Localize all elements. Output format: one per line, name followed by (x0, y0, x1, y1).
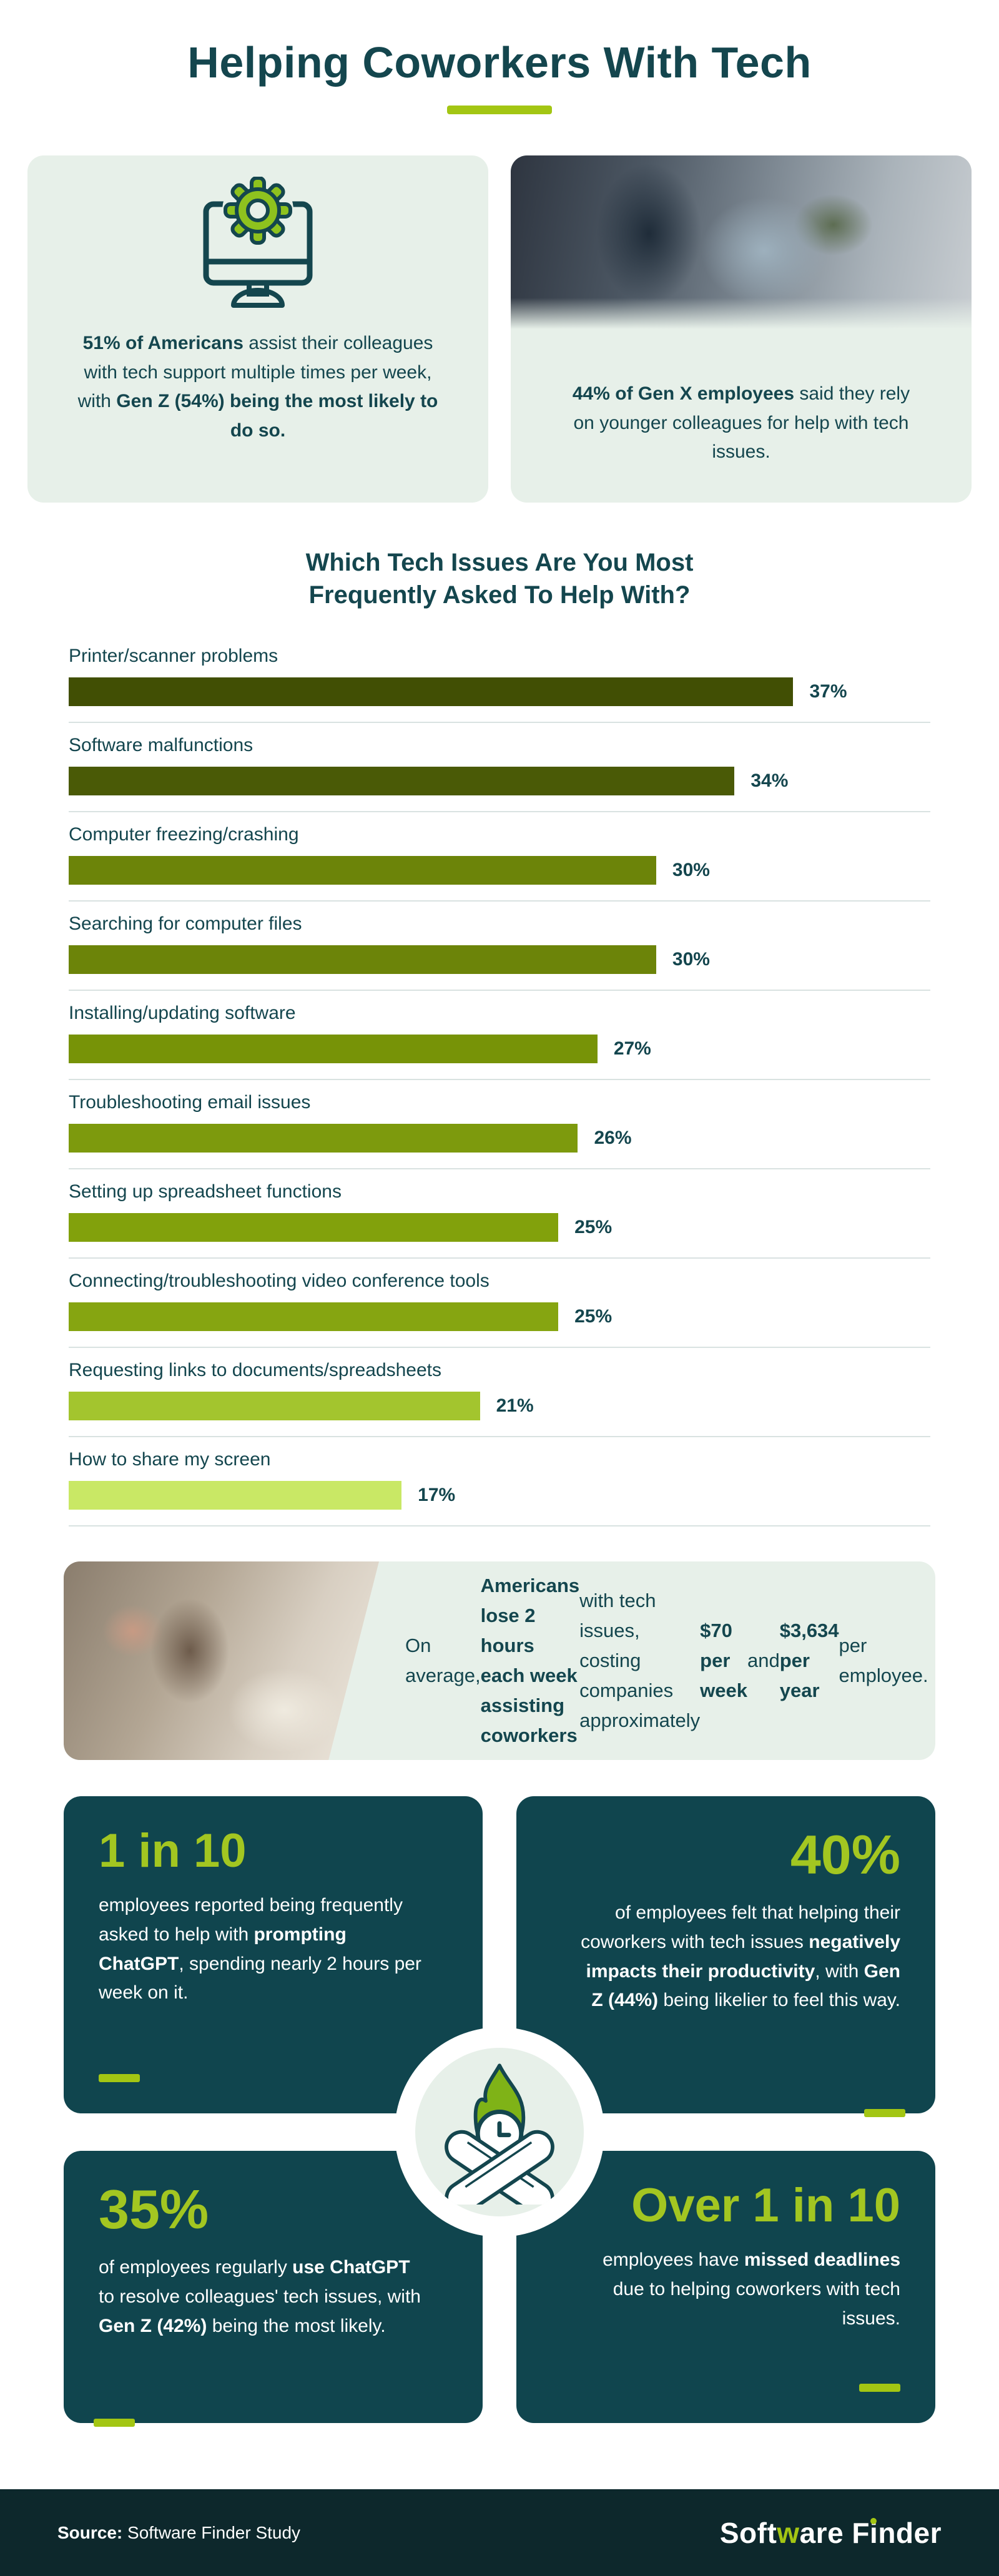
monitor-gear-icon (186, 177, 330, 314)
chart-bar (69, 767, 735, 795)
source-label: Source: (57, 2522, 123, 2542)
intro-card-tech-support: 51% of Americans assist their colleagues… (27, 155, 488, 503)
chart-bar-value: 25% (574, 1217, 613, 1237)
logo-i-dot: i (870, 2516, 878, 2549)
stat-card-40-percent: 40% of employees felt that helping their… (516, 1796, 935, 2117)
stat-text: of employees regularly use ChatGPT to re… (99, 2257, 421, 2336)
chart-bar-value: 30% (672, 949, 710, 970)
title-underline (447, 106, 552, 114)
chart-bar-value: 34% (750, 770, 789, 791)
chart-bar-value: 25% (574, 1306, 613, 1327)
intro-cards-row: 51% of Americans assist their colleagues… (27, 155, 972, 503)
stat-text: of employees felt that helping their cow… (581, 1902, 900, 2011)
stat-headline: 35% (99, 2178, 209, 2240)
intro-card-right-text: 44% of Gen X employees said they rely on… (572, 383, 910, 463)
accent-dash (99, 2074, 140, 2082)
chart-title: Which Tech Issues Are You Most Frequentl… (305, 549, 694, 609)
chart-row: Printer/scanner problems 37% (69, 634, 930, 723)
stat-headline: Over 1 in 10 (631, 2179, 900, 2232)
chart-category-label: Computer freezing/crashing (69, 824, 299, 845)
chart-bar (69, 945, 656, 974)
source-text: Source: Software Finder Study (57, 2522, 301, 2542)
chart-bar (69, 856, 656, 885)
accent-dash (94, 2419, 135, 2427)
chart-row: Setting up spreadsheet functions 25% (69, 1169, 930, 1259)
accent-dash (859, 2384, 900, 2392)
chart-bar (69, 677, 794, 706)
time-cost-callout: On average, Americans lose 2 hours each … (64, 1561, 935, 1760)
stressed-employee-photo (64, 1561, 379, 1760)
chart-bar-value: 37% (809, 681, 847, 702)
stat-card-1-in-10: 1 in 10 employees reported being frequen… (64, 1796, 483, 2113)
stat-text: employees have missed deadlines due to h… (603, 2249, 900, 2329)
footer: Source: Software Finder Study Software F… (0, 2489, 999, 2576)
chart-category-label: Printer/scanner problems (69, 646, 278, 666)
chart-bar (69, 1213, 559, 1242)
chart-category-label: Requesting links to documents/spreadshee… (69, 1360, 442, 1380)
chart-bar-value: 30% (672, 860, 710, 880)
stat-card-grid: 1 in 10 employees reported being frequen… (64, 1796, 935, 2427)
accent-dash (864, 2109, 905, 2117)
intro-card-gen-x: 44% of Gen X employees said they rely on… (511, 155, 972, 503)
stat-text: employees reported being frequently aske… (99, 1895, 421, 2003)
software-finder-logo: Software Finder (719, 2516, 942, 2549)
chart-row: Software malfunctions 34% (69, 723, 930, 812)
chart-bar-value: 26% (594, 1128, 632, 1148)
chart-bar-value: 17% (418, 1485, 456, 1505)
logo-w-leaf: w (777, 2516, 800, 2549)
chart-row: Connecting/troubleshooting video confere… (69, 1259, 930, 1348)
chart-category-label: Connecting/troubleshooting video confere… (69, 1271, 490, 1291)
stat-card-over-1-in-10: Over 1 in 10 employees have missed deadl… (516, 2151, 935, 2423)
chart-category-label: Searching for computer files (69, 913, 302, 934)
center-badge (395, 2027, 604, 2237)
chart-row: Searching for computer files 30% (69, 902, 930, 991)
stat-headline: 1 in 10 (99, 1824, 247, 1877)
chart-row: How to share my screen 17% (69, 1437, 930, 1526)
chart-bar-value: 27% (613, 1038, 651, 1059)
chart-category-label: How to share my screen (69, 1449, 271, 1470)
chart-bar (69, 1302, 559, 1331)
intro-card-left-text: 51% of Americans assist their colleagues… (77, 333, 438, 441)
chart-bar-value: 21% (496, 1395, 534, 1416)
chart-bar (69, 1035, 598, 1063)
page-title: Helping Coworkers With Tech (187, 38, 812, 87)
chart-row: Troubleshooting email issues 26% (69, 1080, 930, 1169)
chart-category-label: Troubleshooting email issues (69, 1092, 311, 1113)
coworkers-helping-photo (511, 155, 972, 329)
chart-bar (69, 1392, 480, 1420)
stat-card-35-percent: 35% of employees regularly use ChatGPT t… (64, 2151, 483, 2427)
chart-category-label: Installing/updating software (69, 1003, 296, 1023)
chart-category-label: Software malfunctions (69, 735, 253, 755)
callout-text: On average, Americans lose 2 hours each … (405, 1574, 928, 1747)
tech-issues-bar-chart: Printer/scanner problems 37% Software ma… (69, 634, 930, 1526)
chart-bar (69, 1481, 402, 1510)
chart-category-label: Setting up spreadsheet functions (69, 1181, 342, 1202)
no-time-crossed-hands-flame-clock-icon (415, 2048, 584, 2216)
chart-row: Installing/updating software 27% (69, 991, 930, 1080)
chart-row: Requesting links to documents/spreadshee… (69, 1348, 930, 1437)
header: Helping Coworkers With Tech (0, 0, 999, 114)
stat-headline: 40% (790, 1824, 900, 1885)
chart-bar (69, 1124, 578, 1153)
chart-row: Computer freezing/crashing 30% (69, 812, 930, 902)
